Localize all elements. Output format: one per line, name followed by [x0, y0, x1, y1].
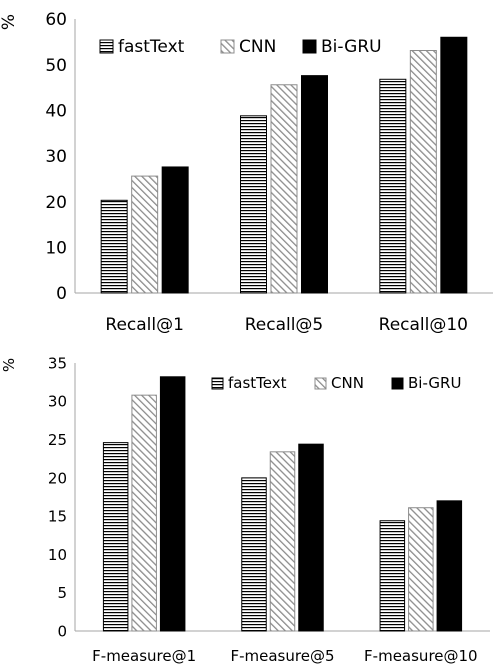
- y-tick-label: 40: [45, 101, 67, 121]
- bar-bi-gru-f-measure-5: [298, 443, 324, 632]
- y-tick-label: 15: [48, 508, 67, 526]
- bar-cnn-recall-10: [409, 50, 437, 294]
- bar-fasttext-recall-1: [100, 199, 128, 294]
- bar-fasttext-f-measure-10: [379, 520, 406, 632]
- bar-bi-gru-recall-5: [301, 75, 328, 294]
- y-tick-label: 25: [48, 431, 67, 449]
- y-axis-label: %: [0, 358, 18, 372]
- legend-swatch-bi-gru: [391, 377, 404, 390]
- legend-label-cnn: CNN: [239, 37, 276, 57]
- bar-fasttext-f-measure-5: [241, 477, 267, 632]
- y-tick-label: 10: [45, 238, 67, 258]
- legend-label-cnn: CNN: [331, 374, 364, 392]
- legend-swatch-bi-gru: [302, 39, 317, 54]
- y-tick-label: 30: [48, 393, 67, 411]
- y-tick-label: 5: [57, 584, 67, 602]
- x-category-label: F-measure@10: [364, 647, 478, 665]
- y-axis-label: %: [0, 14, 19, 30]
- bar-bi-gru-f-measure-1: [159, 376, 186, 632]
- y-tick-label: 60: [45, 10, 67, 30]
- x-category-label: Recall@1: [105, 315, 184, 335]
- legend-swatch-fasttext: [211, 377, 224, 390]
- bar-fasttext-recall-10: [379, 78, 407, 294]
- y-tick-label: 20: [45, 193, 67, 213]
- legend-label-fasttext: fastText: [118, 37, 185, 57]
- bar-cnn-recall-5: [270, 84, 298, 294]
- legend-label-bi-gru: Bi-GRU: [321, 37, 382, 57]
- y-tick-label: 35: [48, 354, 67, 372]
- legend-label-fasttext: fastText: [228, 374, 287, 392]
- y-tick-label: 0: [57, 622, 67, 640]
- bar-bi-gru-recall-10: [440, 36, 468, 294]
- bar-cnn-f-measure-1: [131, 394, 157, 632]
- y-tick-label: 20: [48, 469, 67, 487]
- bar-bi-gru-f-measure-10: [436, 500, 463, 632]
- bar-fasttext-f-measure-1: [102, 442, 129, 632]
- x-category-label: F-measure@1: [92, 647, 196, 665]
- y-tick-label: 30: [45, 147, 67, 167]
- y-tick-label: 10: [48, 546, 67, 564]
- legend-swatch-cnn: [314, 377, 327, 390]
- y-tick-label: 0: [56, 284, 67, 304]
- x-category-label: Recall@10: [379, 315, 468, 335]
- bar-fasttext-recall-5: [240, 115, 267, 294]
- bar-bi-gru-recall-1: [161, 166, 189, 294]
- bar-cnn-f-measure-5: [269, 451, 296, 632]
- bar-cnn-recall-1: [131, 175, 159, 294]
- x-category-label: F-measure@5: [230, 647, 334, 665]
- x-category-label: Recall@5: [245, 315, 324, 335]
- legend-swatch-cnn: [220, 39, 235, 54]
- y-tick-label: 50: [45, 56, 67, 76]
- bar-cnn-f-measure-10: [408, 507, 434, 632]
- legend-label-bi-gru: Bi-GRU: [408, 374, 461, 392]
- legend-swatch-fasttext: [99, 39, 114, 54]
